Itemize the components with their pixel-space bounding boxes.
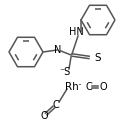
Text: O: O (40, 111, 48, 121)
Text: HN: HN (69, 27, 83, 37)
Text: ⁻S: ⁻S (59, 67, 71, 77)
Text: S: S (94, 53, 101, 63)
Text: N: N (54, 45, 62, 55)
Text: O: O (99, 82, 107, 92)
Text: Rh: Rh (65, 82, 79, 92)
Text: C: C (53, 100, 59, 110)
Text: C: C (86, 82, 92, 92)
Text: ·: · (78, 80, 82, 92)
